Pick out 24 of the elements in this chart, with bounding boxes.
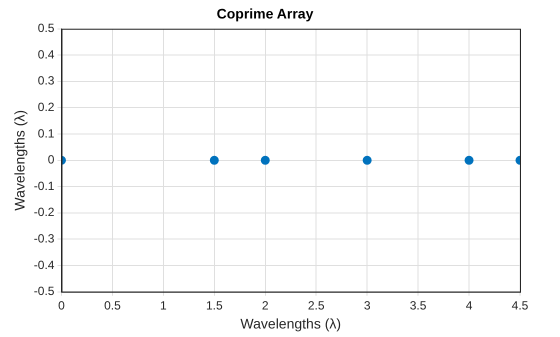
- x-tick-label: 2.5: [308, 298, 325, 312]
- y-tick-label: 0.2: [38, 100, 55, 114]
- y-tick-label: -0.1: [34, 178, 55, 193]
- x-tick-label: 2: [262, 298, 269, 312]
- x-tick-label: 4: [466, 298, 473, 312]
- x-tick-label: 0: [58, 298, 66, 312]
- y-tick-label: -0.2: [34, 205, 55, 220]
- y-tick-label: 0: [48, 152, 55, 167]
- x-tick-label: 0.5: [104, 298, 122, 312]
- x-axis-title: Wavelengths (λ): [240, 315, 342, 332]
- y-tick-label: 0.1: [38, 126, 55, 140]
- y-tick-label: 0.4: [38, 47, 55, 62]
- x-tick-label: 1: [160, 298, 168, 312]
- y-tick-label: 0.3: [38, 74, 55, 88]
- x-tick-label: 4.5: [512, 298, 529, 312]
- y-tick-label: -0.5: [34, 284, 55, 298]
- chart-title: Coprime Array: [216, 5, 314, 22]
- y-tick-label: 0.5: [38, 21, 55, 36]
- y-axis-title: Wavelengths (λ): [11, 110, 28, 211]
- y-tick-label: -0.4: [34, 258, 55, 272]
- x-tick-label: 3.5: [410, 298, 427, 312]
- x-tick-label: 3: [364, 298, 371, 312]
- y-tick-label: -0.3: [34, 232, 55, 246]
- x-tick-label: 1.5: [206, 298, 223, 312]
